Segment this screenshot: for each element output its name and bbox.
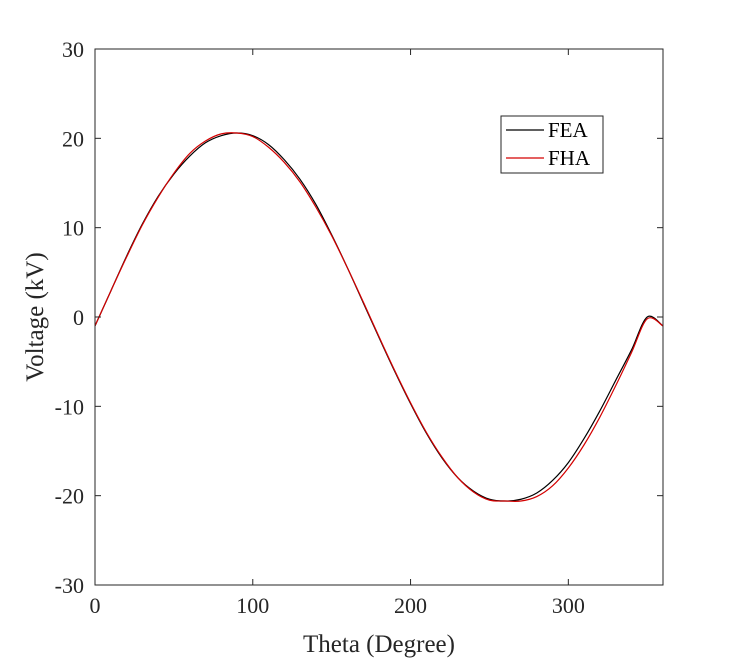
y-tick-label: 0 [73,305,84,330]
y-axis-label: Voltage (kV) [22,252,49,381]
y-tick-label: 10 [62,216,84,241]
x-tick-label: 300 [552,593,585,618]
series-line-fea [94,132,664,502]
legend-label-fea: FEA [548,118,589,142]
y-tick-label: -20 [55,484,84,509]
ticks-layer: 0 100 200 300 -30 -20 -10 0 10 20 30 [55,37,663,618]
legend-label-fha: FHA [548,146,591,170]
x-tick-label: 0 [90,593,101,618]
legend-box [500,115,604,174]
series-line-fha [94,132,664,502]
x-tick-label: 100 [236,593,269,618]
series-layer [94,132,664,502]
y-tick-label: -30 [55,573,84,598]
y-tick-label: 30 [62,37,84,62]
y-tick-label: -10 [55,394,84,419]
x-tick-label: 200 [394,593,427,618]
y-tick-label: 20 [62,126,84,151]
legend: FEA FHA [500,115,604,174]
x-axis-label: Theta (Degree) [303,631,455,658]
